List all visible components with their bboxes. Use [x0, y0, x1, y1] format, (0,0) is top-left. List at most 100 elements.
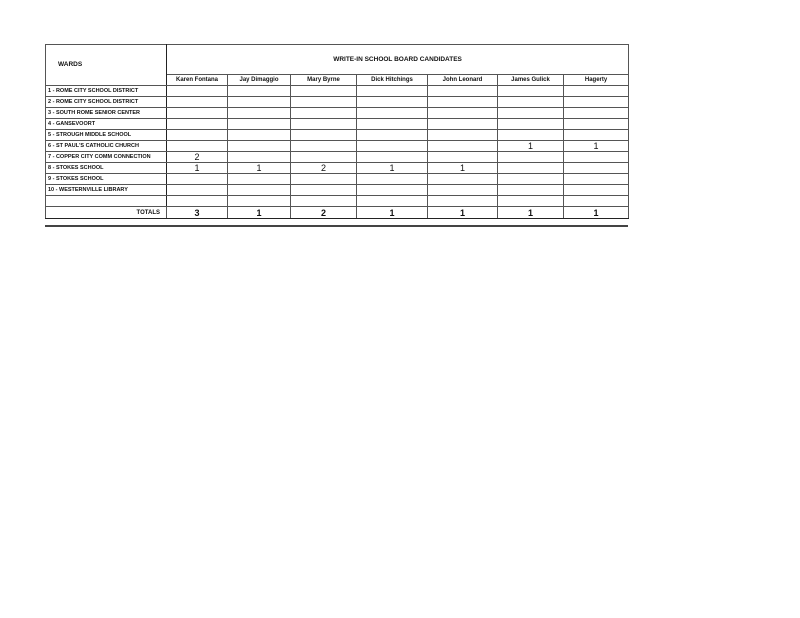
- vote-cell: [227, 96, 291, 108]
- vote-cell: [562, 162, 630, 174]
- candidate-header: Mary Byrne: [290, 74, 357, 86]
- table-row: 3 - SOUTH ROME SENIOR CENTER: [45, 107, 630, 119]
- vote-cell: [562, 96, 630, 108]
- table-row: 7 - COPPER CITY COMM CONNECTION 2: [45, 151, 630, 163]
- vote-cell: [227, 85, 291, 97]
- vote-cell: [290, 85, 357, 97]
- total-cell: 1: [497, 206, 564, 219]
- vote-cell: [290, 195, 357, 207]
- vote-cell: [227, 129, 291, 141]
- vote-cell: [497, 173, 564, 185]
- ward-name: 10 - WESTERNVILLE LIBRARY: [45, 184, 167, 196]
- vote-cell: [497, 129, 564, 141]
- vote-cell: [166, 85, 228, 97]
- vote-cell: [227, 195, 291, 207]
- ward-name: 5 - STROUGH MIDDLE SCHOOL: [45, 129, 167, 141]
- total-cell: 1: [427, 206, 498, 219]
- vote-cell: 1: [166, 162, 228, 174]
- vote-cell: [356, 118, 428, 130]
- vote-cell: [290, 96, 357, 108]
- vote-cell: [166, 173, 228, 185]
- vote-cell: [166, 96, 228, 108]
- vote-cell: [562, 85, 630, 97]
- vote-cell: [427, 173, 498, 185]
- vote-cell: [356, 184, 428, 196]
- vote-cell: [427, 195, 498, 207]
- vote-cell: [290, 151, 357, 163]
- vote-cell: [562, 129, 630, 141]
- bottom-rule: [45, 225, 628, 227]
- ward-name: 1 - ROME CITY SCHOOL DISTRICT: [45, 85, 167, 97]
- vote-cell: [497, 151, 564, 163]
- vote-cell: [427, 85, 498, 97]
- table-row: 2 - ROME CITY SCHOOL DISTRICT: [45, 96, 630, 108]
- vote-cell: [290, 107, 357, 119]
- write-in-results-table: WARDS WRITE-IN SCHOOL BOARD CANDIDATES K…: [45, 44, 630, 219]
- vote-cell: [166, 140, 228, 152]
- vote-cell: [166, 195, 228, 207]
- vote-cell: [562, 184, 630, 196]
- vote-cell: [290, 118, 357, 130]
- total-cell: 2: [290, 206, 357, 219]
- table-row: 8 - STOKES SCHOOL 1 1 2 1 1: [45, 162, 630, 174]
- vote-cell: 1: [227, 162, 291, 174]
- vote-cell: [290, 184, 357, 196]
- total-cell: 3: [166, 206, 228, 219]
- vote-cell: 1: [427, 162, 498, 174]
- table-row: 4 - GANSEVOORT: [45, 118, 630, 130]
- ward-name: 9 - STOKES SCHOOL: [45, 173, 167, 185]
- vote-cell: [497, 96, 564, 108]
- vote-cell: [356, 140, 428, 152]
- vote-cell: [497, 85, 564, 97]
- candidate-header: Hagerty: [562, 74, 630, 86]
- vote-cell: [427, 96, 498, 108]
- wards-header: WARDS: [45, 44, 167, 86]
- vote-cell: [166, 184, 228, 196]
- vote-cell: [427, 184, 498, 196]
- totals-row: TOTALS 3 1 2 1 1 1 1: [45, 206, 630, 219]
- vote-cell: [166, 129, 228, 141]
- vote-cell: [427, 140, 498, 152]
- vote-cell: [227, 184, 291, 196]
- vote-cell: [562, 195, 630, 207]
- vote-cell: [227, 151, 291, 163]
- vote-cell: [356, 173, 428, 185]
- table-row: 1 - ROME CITY SCHOOL DISTRICT: [45, 85, 630, 97]
- vote-cell: 1: [356, 162, 428, 174]
- vote-cell: [356, 129, 428, 141]
- ward-name: [45, 195, 167, 207]
- ward-name: 3 - SOUTH ROME SENIOR CENTER: [45, 107, 167, 119]
- vote-cell: [427, 129, 498, 141]
- vote-cell: [427, 118, 498, 130]
- vote-cell: [227, 107, 291, 119]
- vote-cell: 2: [166, 151, 228, 163]
- table-row: 10 - WESTERNVILLE LIBRARY: [45, 184, 630, 196]
- vote-cell: 1: [497, 140, 564, 152]
- vote-cell: [356, 151, 428, 163]
- vote-cell: [227, 173, 291, 185]
- vote-cell: [497, 162, 564, 174]
- vote-cell: [356, 96, 428, 108]
- candidate-header: John Leonard: [427, 74, 498, 86]
- vote-cell: [497, 184, 564, 196]
- vote-cell: [562, 151, 630, 163]
- vote-cell: [562, 118, 630, 130]
- table-row: 5 - STROUGH MIDDLE SCHOOL: [45, 129, 630, 141]
- ward-name: 6 - ST PAUL'S CATHOLIC CHURCH: [45, 140, 167, 152]
- table-row: [45, 195, 630, 207]
- vote-cell: [290, 140, 357, 152]
- vote-cell: [427, 151, 498, 163]
- vote-cell: [227, 140, 291, 152]
- vote-cell: [290, 173, 357, 185]
- totals-label: TOTALS: [45, 206, 167, 219]
- ward-name: 2 - ROME CITY SCHOOL DISTRICT: [45, 96, 167, 108]
- vote-cell: [166, 118, 228, 130]
- vote-cell: [427, 107, 498, 119]
- candidate-header: Karen Fontana: [166, 74, 228, 86]
- vote-cell: [356, 195, 428, 207]
- ward-name: 4 - GANSEVOORT: [45, 118, 167, 130]
- vote-cell: [562, 173, 630, 185]
- total-cell: 1: [562, 206, 630, 219]
- total-cell: 1: [356, 206, 428, 219]
- candidate-header: James Gulick: [497, 74, 564, 86]
